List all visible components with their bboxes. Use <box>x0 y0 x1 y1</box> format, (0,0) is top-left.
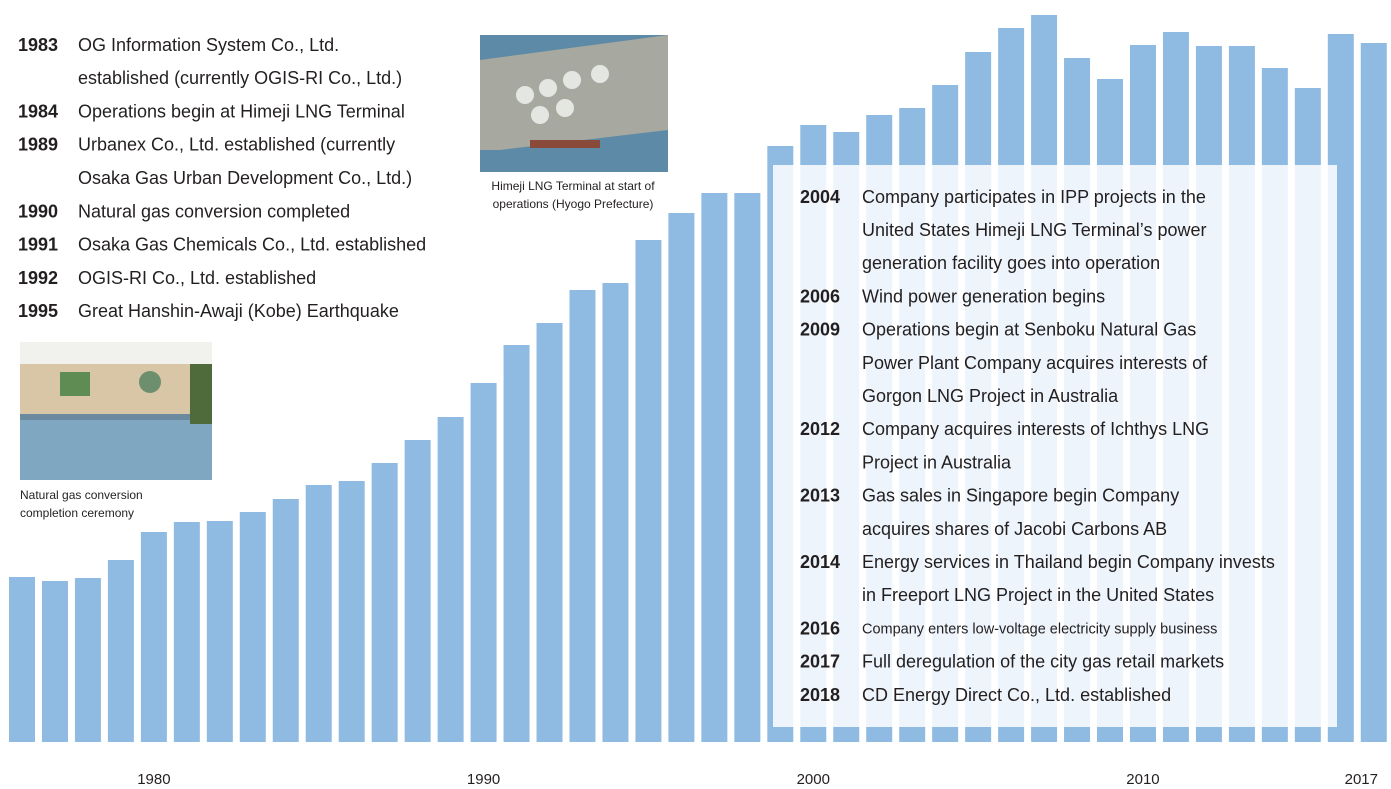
photo-caption: completion ceremony <box>20 506 134 520</box>
bar <box>668 213 694 742</box>
bar <box>734 193 760 742</box>
bar <box>569 290 595 742</box>
timeline-text: Energy services in Thailand begin Compan… <box>862 552 1275 572</box>
bar <box>1361 43 1387 742</box>
timeline-year: 1989 <box>18 135 58 155</box>
timeline-text: generation facility goes into operation <box>862 253 1160 273</box>
timeline-year: 2006 <box>800 286 840 306</box>
timeline-text: United States Himeji LNG Terminal’s powe… <box>862 220 1206 240</box>
bar <box>372 463 398 742</box>
bar <box>635 240 661 742</box>
photo-caption: Himeji LNG Terminal at start of <box>491 179 655 193</box>
bar <box>438 417 464 742</box>
timeline-text: Project in Australia <box>862 452 1012 472</box>
timeline-text: Company acquires interests of Ichthys LN… <box>862 419 1209 439</box>
timeline-text: Operations begin at Senboku Natural Gas <box>862 320 1196 340</box>
bar <box>9 577 35 742</box>
timeline-year: 1992 <box>18 268 58 288</box>
timeline-panel <box>773 165 1337 727</box>
timeline-text: Gas sales in Singapore begin Company <box>862 486 1179 506</box>
timeline-text: established (currently OGIS-RI Co., Ltd.… <box>78 68 402 88</box>
bar <box>75 578 101 742</box>
bar <box>339 481 365 742</box>
photo-ceremony <box>20 342 212 480</box>
bar <box>174 522 200 742</box>
x-tick-label: 1990 <box>467 771 500 788</box>
timeline-year: 1990 <box>18 201 58 221</box>
bar <box>207 521 233 742</box>
timeline-year: 1995 <box>18 301 58 321</box>
timeline-year: 1984 <box>18 101 58 121</box>
timeline-text: Urbanex Co., Ltd. established (currently <box>78 135 395 155</box>
bar <box>141 532 167 742</box>
timeline-text: Osaka Gas Chemicals Co., Ltd. establishe… <box>78 235 426 255</box>
x-tick-label: 2000 <box>797 771 830 788</box>
timeline-text: OGIS-RI Co., Ltd. established <box>78 268 316 288</box>
timeline-text: in Freeport LNG Project in the United St… <box>862 585 1214 605</box>
bar <box>537 323 563 742</box>
bar <box>602 283 628 742</box>
timeline-text: Full deregulation of the city gas retail… <box>862 652 1224 672</box>
photo-caption: Natural gas conversion <box>20 488 143 502</box>
bar <box>240 512 266 742</box>
bar <box>471 383 497 742</box>
x-tick-label: 2010 <box>1126 771 1159 788</box>
timeline-year: 2009 <box>800 320 840 340</box>
timeline-text: Great Hanshin-Awaji (Kobe) Earthquake <box>78 301 399 321</box>
timeline-year: 2014 <box>800 552 840 572</box>
timeline-text: Operations begin at Himeji LNG Terminal <box>78 101 405 121</box>
bar <box>108 560 134 742</box>
bar <box>306 485 332 742</box>
timeline-year: 2016 <box>800 618 840 638</box>
timeline-year: 1991 <box>18 235 58 255</box>
timeline-year: 2017 <box>800 652 840 672</box>
timeline-text: Company enters low-voltage electricity s… <box>862 621 1217 637</box>
photo-terminal <box>480 35 668 172</box>
x-tick-label: 2017 <box>1345 771 1378 788</box>
timeline-year: 2012 <box>800 419 840 439</box>
timeline-text: Wind power generation begins <box>862 286 1105 306</box>
photo-caption: operations (Hyogo Prefecture) <box>493 197 654 211</box>
timeline-text: acquires shares of Jacobi Carbons AB <box>862 519 1167 539</box>
timeline-text: Natural gas conversion completed <box>78 201 350 221</box>
timeline-year: 2004 <box>800 187 840 207</box>
timeline-text: OG Information System Co., Ltd. <box>78 35 339 55</box>
bar <box>504 345 530 742</box>
timeline-text: Power Plant Company acquires interests o… <box>862 353 1208 373</box>
timeline-year: 2018 <box>800 685 840 705</box>
bar <box>405 440 431 742</box>
timeline-year: 1983 <box>18 35 58 55</box>
bar <box>42 581 68 742</box>
timeline-text: Company participates in IPP projects in … <box>862 187 1206 207</box>
chart: 1980 1990 2000 2010 2017 1983 OG Information … <box>0 0 1391 789</box>
bar <box>701 193 727 742</box>
timeline-text: Osaka Gas Urban Development Co., Ltd.) <box>78 168 412 188</box>
timeline-text: Gorgon LNG Project in Australia <box>862 386 1119 406</box>
bar <box>273 499 299 742</box>
timeline-text: CD Energy Direct Co., Ltd. established <box>862 685 1171 705</box>
timeline-year: 2013 <box>800 486 840 506</box>
x-tick-label: 1980 <box>137 771 170 788</box>
